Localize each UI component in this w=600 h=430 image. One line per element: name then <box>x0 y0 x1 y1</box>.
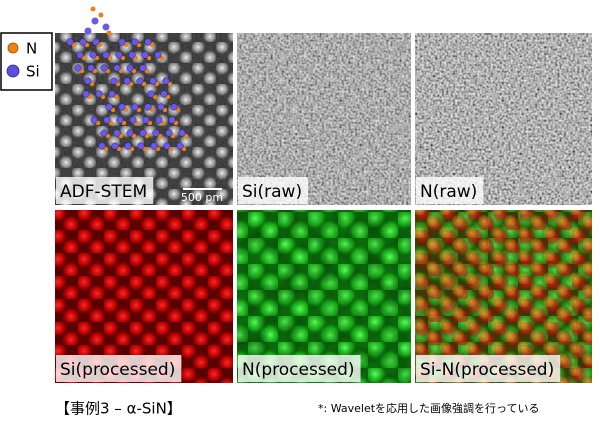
atom <box>84 77 92 85</box>
atom <box>118 38 126 46</box>
legend: N Si <box>0 32 53 91</box>
atom-overlay <box>66 38 189 152</box>
atom <box>168 116 176 124</box>
atom <box>126 129 134 137</box>
atom <box>100 64 108 72</box>
atom <box>89 51 97 59</box>
image-panel <box>237 210 411 383</box>
atom <box>129 116 137 124</box>
caption: 【事例3 – α-SiN】 <box>55 400 182 418</box>
atom <box>74 64 82 72</box>
label-background <box>238 177 309 204</box>
atom <box>141 51 149 59</box>
atom <box>66 38 74 46</box>
atom-overlay <box>84 6 112 36</box>
panel-labels: ADF-STEM Si(raw) N(raw) Si(processed) N(proc… <box>56 177 561 382</box>
atom <box>157 103 165 111</box>
label-background <box>56 177 154 204</box>
atom <box>155 116 163 124</box>
atom <box>123 77 131 85</box>
atom <box>79 38 87 46</box>
atom <box>108 90 116 98</box>
atom <box>111 142 119 150</box>
label-background <box>238 355 361 382</box>
atom <box>113 129 121 137</box>
atom <box>150 142 158 150</box>
atom <box>124 142 132 150</box>
panel-label: Si(raw) <box>242 182 302 202</box>
atom <box>144 103 152 111</box>
atom <box>170 103 178 111</box>
label-background <box>56 355 182 382</box>
atom <box>90 116 98 124</box>
panel-label: Si(processed) <box>60 360 175 380</box>
scale-bar-label: 500 pm <box>181 191 223 204</box>
atom <box>165 129 173 137</box>
panel-label: ADF-STEM <box>60 182 147 202</box>
legend-label: Si <box>26 63 40 81</box>
atom <box>98 142 106 150</box>
atom <box>102 51 110 59</box>
atom <box>176 142 184 150</box>
atom <box>149 77 157 85</box>
atom <box>92 38 100 46</box>
atom <box>131 38 139 46</box>
atom <box>163 142 171 150</box>
atom <box>87 64 95 72</box>
atom <box>128 51 136 59</box>
image-panel <box>55 210 233 383</box>
image-panel <box>415 33 592 205</box>
atom <box>118 103 126 111</box>
atom <box>116 116 124 124</box>
image-panel <box>415 210 592 383</box>
atom <box>154 51 162 59</box>
atom <box>76 51 84 59</box>
atom <box>110 77 118 85</box>
label-background <box>416 177 484 204</box>
atom <box>139 64 147 72</box>
atom <box>113 64 121 72</box>
footnote: *: Waveletを応用した画像強調を行っている <box>318 401 539 415</box>
atom <box>147 90 155 98</box>
atom <box>178 129 186 137</box>
atom <box>136 77 144 85</box>
atom <box>100 129 108 137</box>
atom <box>144 38 152 46</box>
image-panel <box>237 33 411 205</box>
atom <box>115 51 123 59</box>
atom <box>162 77 170 85</box>
atom <box>105 103 113 111</box>
atom <box>142 116 150 124</box>
atom <box>95 90 103 98</box>
panel-label: N(raw) <box>420 182 477 202</box>
atom <box>82 90 90 98</box>
atom <box>126 64 134 72</box>
atom <box>139 129 147 137</box>
atom <box>152 129 160 137</box>
legend-label: N <box>26 40 37 58</box>
panel-label: Si-N(processed) <box>420 360 554 380</box>
atom <box>160 90 168 98</box>
atom <box>137 142 145 150</box>
atom <box>131 103 139 111</box>
atom <box>103 116 111 124</box>
panel-label: N(processed) <box>242 360 355 380</box>
label-background <box>416 355 561 382</box>
